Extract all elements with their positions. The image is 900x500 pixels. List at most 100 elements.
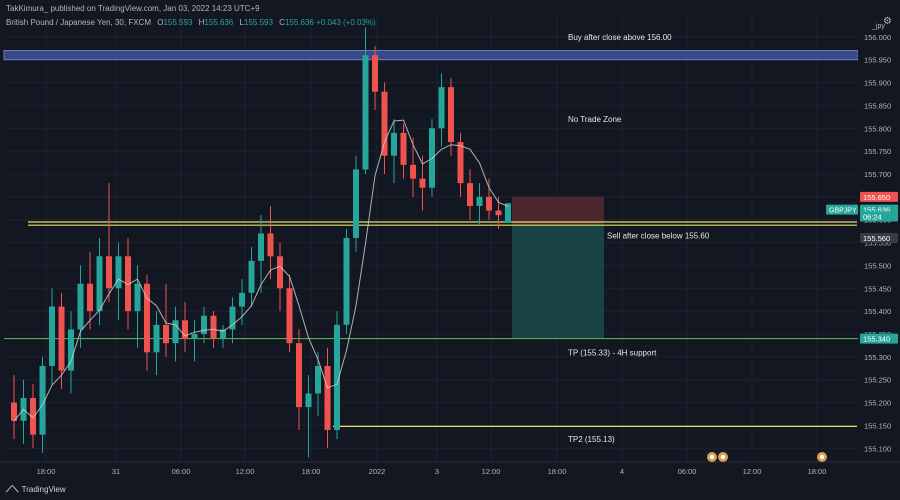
candle-body — [182, 320, 188, 339]
candle-body — [324, 366, 331, 430]
price-tick-label: 155.500 — [864, 261, 891, 270]
price-tick-label: 155.450 — [864, 284, 891, 293]
candle-body — [96, 256, 103, 312]
price-label: 155.636 — [863, 206, 890, 215]
candle-body — [476, 196, 483, 206]
candle-body — [49, 306, 55, 366]
price-tick-label: 155.250 — [864, 376, 891, 385]
symbol-tag-bg — [826, 204, 858, 215]
time-tick-label: 18:00 — [37, 467, 56, 476]
candle-body — [334, 324, 340, 430]
candle-body — [68, 329, 74, 371]
price-label: 155.650 — [863, 193, 890, 202]
candle-body — [353, 169, 359, 238]
high-value: 155.636 — [204, 18, 234, 27]
symbol-line: British Pound / Japanese Yen, 30, FXCM O… — [6, 18, 376, 27]
price-label-bg — [860, 333, 898, 344]
candle-body — [77, 283, 84, 330]
candles — [11, 27, 511, 458]
price-axis[interactable]: 156.000 155.950 155.900 155.850 155.800 155.7… — [826, 0, 900, 462]
candle-body — [277, 256, 283, 289]
candle-body — [229, 306, 236, 330]
candle-body — [30, 398, 36, 435]
ma-line — [13, 119, 509, 422]
price-tick-label: 155.400 — [864, 307, 891, 316]
zones — [3, 50, 859, 61]
price-label: 06:24 — [863, 213, 882, 222]
symbol-name[interactable]: British Pound / Japanese Yen, 30, FXCM — [6, 18, 151, 27]
horizontal-lines[interactable] — [4, 221, 858, 427]
price-tick-label: 155.900 — [864, 79, 891, 88]
symbol-tag: GBPJPY — [829, 208, 857, 215]
time-tick-label: 2022 — [369, 467, 386, 476]
tradingview-logo-icon: ⟋⟍ — [6, 484, 19, 494]
publisher-line: TakKimura_ published on TradingView.com,… — [6, 4, 260, 13]
price-tick-label: 155.550 — [864, 239, 891, 248]
time-axis[interactable]: 18:00 31 06:00 12:00 18:00 2022 3 12:00 18:00 4 06… — [0, 452, 900, 476]
time-tick-label: 06:00 — [172, 467, 191, 476]
candle-body — [210, 315, 217, 339]
candle-body — [400, 132, 407, 165]
price-tick-label: 155.100 — [864, 444, 891, 453]
low-label: L — [239, 18, 244, 27]
price-tick-label: 156.000 — [864, 33, 891, 42]
candle-body — [495, 210, 502, 216]
price-tick-label: 155.950 — [864, 56, 891, 65]
candle-body — [115, 256, 122, 289]
candle-body — [258, 233, 264, 261]
candle-body — [457, 142, 464, 184]
event-flag-dot — [709, 454, 715, 460]
candle-body — [144, 283, 150, 353]
candle-body — [39, 366, 46, 435]
annotations[interactable]: Buy after close above 156.00 No Trade Zon… — [568, 33, 710, 444]
low-value: 155.593 — [244, 18, 273, 27]
candle-body — [391, 132, 397, 156]
candle-body — [220, 329, 226, 339]
price-label-bg — [860, 191, 898, 202]
price-label-bg — [860, 211, 898, 222]
high-label: H — [198, 18, 205, 27]
axis-caption: _jpy — [872, 23, 885, 30]
candle-body — [343, 238, 350, 325]
candle-body — [296, 343, 302, 408]
tradingview-brand[interactable]: ⟋⟍ TradingView — [6, 484, 66, 495]
candle-body — [239, 292, 245, 307]
candle-body — [438, 87, 445, 129]
time-tick-label: 31 — [112, 467, 120, 476]
annotation-label: TP2 (155.13) — [568, 435, 615, 444]
candle-body — [201, 315, 207, 334]
time-tick-label: 18:00 — [808, 467, 827, 476]
change-value: +0.043 (+0.03%) — [316, 18, 376, 27]
candle-body — [11, 402, 17, 421]
candle-body — [486, 196, 492, 211]
candle-body — [467, 183, 473, 206]
blue-resistance-zone — [3, 50, 859, 61]
candle-body — [362, 55, 369, 170]
time-tick-label: 12:00 — [236, 467, 255, 476]
time-tick-label: 4 — [620, 467, 624, 476]
annotation-label: Sell after close below 155.60 — [607, 232, 710, 241]
stop-loss-zone — [512, 196, 604, 225]
price-tick-label: 155.200 — [864, 399, 891, 408]
annotation-label: TP (155.33) - 4H support — [568, 348, 657, 357]
grid — [4, 14, 858, 462]
candle-body — [106, 256, 112, 289]
candle-body — [58, 306, 65, 371]
position-tool[interactable] — [512, 196, 604, 339]
candle-body — [419, 178, 426, 188]
candle-body — [248, 260, 255, 293]
price-tick-label: 155.850 — [864, 101, 891, 110]
time-tick-label: 12:00 — [482, 467, 501, 476]
candle-body — [267, 233, 274, 257]
price-tick-label: 155.150 — [864, 421, 891, 430]
candle-body — [191, 334, 198, 339]
open-value: 155.593 — [163, 18, 193, 27]
event-flag-dot — [720, 454, 726, 460]
candle-body — [286, 288, 293, 344]
time-tick-label: 12:00 — [743, 467, 762, 476]
settings-icon[interactable]: ⚙ — [883, 16, 892, 27]
close-value: 155.636 — [284, 18, 314, 27]
candle-body — [125, 256, 131, 312]
